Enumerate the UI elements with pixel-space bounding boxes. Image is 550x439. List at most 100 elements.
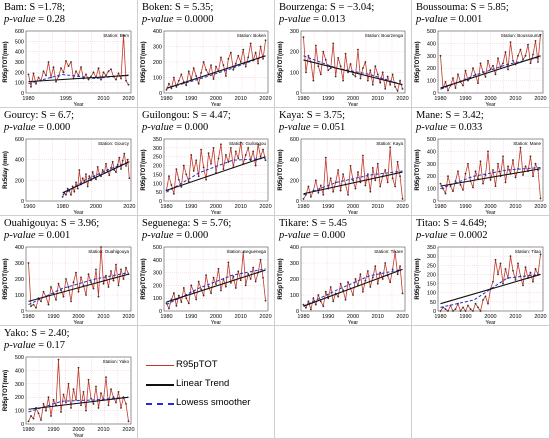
x-tick-label: 2020	[396, 314, 408, 320]
caption-line-2: p-value = 0.001	[4, 230, 99, 242]
data-point	[484, 75, 487, 78]
x-tick-label: 2010	[509, 314, 521, 320]
station-label: Station: Bam	[103, 33, 129, 38]
data-point	[389, 83, 392, 86]
x-axis-label: Year	[348, 210, 358, 215]
caption-pvalue: = 0.000	[310, 230, 346, 241]
data-point	[534, 162, 537, 165]
data-point	[207, 152, 210, 155]
data-point	[394, 185, 396, 188]
data-point	[95, 385, 97, 388]
panel-caption: Titao: S = 4.649; p-value = 0.0002	[416, 218, 488, 242]
x-axis-label: Year	[211, 102, 221, 107]
data-point	[78, 169, 81, 171]
data-point	[192, 169, 195, 172]
data-point	[75, 70, 77, 73]
chart-bam: 0 100 200 300 400 500 600 1980 1995 2010 2020 Year R…	[3, 29, 135, 107]
data-point	[67, 382, 70, 385]
x-tick-label: 1980	[297, 96, 309, 102]
y-axis-label: R95pTOT(mm)	[3, 41, 9, 82]
data-point	[354, 187, 357, 190]
data-point	[519, 146, 522, 149]
x-axis-label: Year	[348, 102, 358, 107]
x-tick-label: 2020	[259, 314, 271, 320]
y-tick-label: 300	[153, 146, 162, 152]
trend-line	[166, 55, 266, 89]
grid-lines	[437, 246, 544, 312]
x-tick-label: 2020	[396, 204, 408, 210]
data-point	[107, 286, 110, 288]
lowess-line	[440, 273, 541, 308]
caption-line-1: Bam: S =1.78;	[4, 2, 66, 13]
data-point	[394, 85, 396, 88]
data-point	[254, 164, 257, 167]
data-point	[524, 266, 527, 269]
panel-caption: Gourcy: S = 6.7; p-value = 0.000	[4, 110, 74, 134]
data-point	[479, 310, 482, 312]
caption-line-1: Gourcy: S = 6.7;	[4, 110, 75, 121]
y-axis-label: R95pTOT(mm)	[141, 41, 147, 82]
data-point	[262, 148, 264, 151]
legend-swatch-lowess	[146, 403, 174, 405]
y-tick-label: 500	[427, 29, 436, 35]
data-point	[494, 258, 497, 261]
data-point	[120, 168, 122, 170]
data-point	[384, 262, 387, 264]
y-tick-label: 0	[159, 91, 162, 97]
panel-caption: Bam: S =1.78; p-value = 0.28	[4, 2, 65, 26]
data-point	[447, 175, 449, 178]
plot-frame	[163, 30, 269, 94]
lowess-line	[303, 55, 403, 86]
data-point	[77, 74, 80, 77]
data-point	[524, 54, 527, 57]
data-point	[127, 420, 130, 423]
data-point	[489, 179, 492, 181]
data-point	[512, 59, 514, 62]
data-point	[347, 71, 349, 74]
y-tick-label: 0	[21, 91, 24, 97]
data-point	[462, 84, 464, 87]
y-tick-label: 50	[156, 190, 162, 196]
y-tick-label: 350	[427, 245, 436, 251]
data-point	[82, 390, 85, 393]
data-point	[237, 54, 240, 57]
plot-frame	[300, 138, 406, 202]
data-point	[190, 284, 193, 287]
data-point	[195, 298, 198, 301]
y-tick-label: 0	[296, 309, 299, 315]
data-point	[247, 56, 250, 59]
data-point	[539, 197, 542, 200]
data-point	[322, 305, 325, 308]
data-point	[317, 294, 320, 296]
data-point	[85, 73, 87, 76]
data-point	[70, 61, 72, 63]
data-point	[197, 82, 200, 85]
y-tick-label: 250	[427, 263, 436, 269]
data-point	[87, 78, 90, 81]
data-point	[175, 85, 178, 88]
data-point	[125, 164, 127, 167]
x-tick-label: 1990	[322, 314, 334, 320]
caption-line-2: p-value = 0.0002	[416, 230, 488, 242]
data-point	[120, 268, 122, 271]
data-point	[234, 62, 237, 65]
data-point	[217, 267, 220, 270]
data-point	[452, 190, 454, 192]
caption-pvalue: = 0.000	[35, 122, 71, 133]
data-point	[75, 271, 77, 274]
data-point	[120, 407, 122, 409]
data-point	[225, 154, 227, 156]
caption-pvalue-word: p-value	[4, 230, 36, 241]
data-point	[180, 73, 183, 76]
data-point	[210, 64, 212, 66]
data-point	[366, 79, 369, 82]
caption-pvalue-word: p-value	[416, 122, 448, 133]
caption-pvalue: = 0.001	[447, 14, 483, 25]
data-point	[57, 75, 60, 78]
caption-pvalue-word: p-value	[4, 340, 36, 351]
data-point	[459, 183, 462, 186]
data-point	[60, 411, 62, 413]
data-point	[502, 282, 504, 285]
data-point	[354, 75, 357, 78]
data-point	[80, 66, 82, 69]
